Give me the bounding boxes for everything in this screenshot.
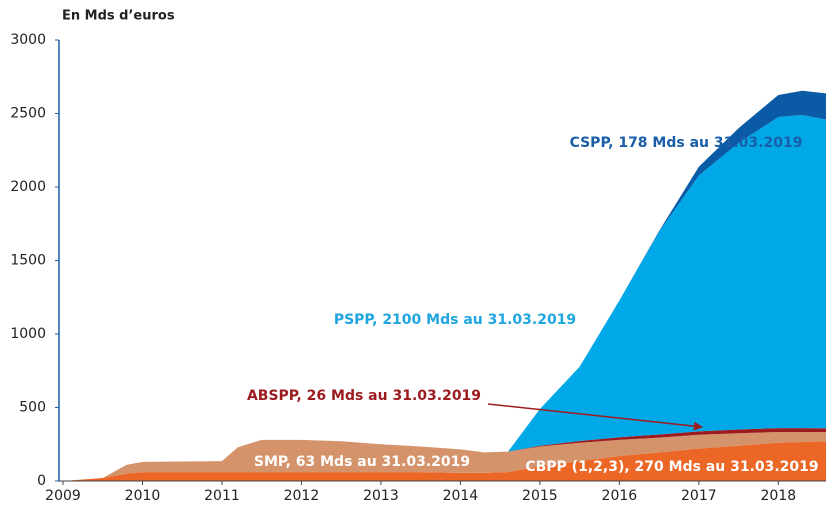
x-tick-label: 2013 xyxy=(363,488,399,504)
annotation: ABSPP, 26 Mds au 31.03.2019 xyxy=(247,388,481,404)
area xyxy=(63,114,826,481)
y-tick-label: 0 xyxy=(37,473,46,489)
annotation: CSPP, 178 Mds au 31.03.2019 xyxy=(570,135,803,151)
x-tick-label: 2018 xyxy=(760,488,796,504)
x-tick-label: 2010 xyxy=(125,488,161,504)
y-tick-label: 2000 xyxy=(10,179,46,195)
area xyxy=(63,90,826,481)
annotation-arrow xyxy=(487,403,703,431)
x-tick-label: 2009 xyxy=(45,488,81,504)
y-tick-label: 1500 xyxy=(10,253,46,269)
area xyxy=(63,432,826,481)
annotation: CBPP (1,2,3), 270 Mds au 31.03.2019 xyxy=(525,459,818,475)
y-tick-label: 2500 xyxy=(10,106,46,122)
x-tick-label: 2017 xyxy=(681,488,717,504)
annotation: SMP, 63 Mds au 31.03.2019 xyxy=(254,454,470,470)
x-tick-label: 2012 xyxy=(284,488,320,504)
x-tick-label: 2015 xyxy=(522,488,558,504)
annotation: PSPP, 2100 Mds au 31.03.2019 xyxy=(334,312,576,328)
x-tick-label: 2016 xyxy=(602,488,638,504)
area xyxy=(63,441,826,481)
y-tick-label: 500 xyxy=(19,400,46,416)
y-tick-label: 1000 xyxy=(10,326,46,342)
x-tick-label: 2014 xyxy=(443,488,479,504)
x-tick-label: 2011 xyxy=(204,488,240,504)
y-axis-label: En Mds d’euros xyxy=(62,9,175,24)
y-tick-label: 3000 xyxy=(10,32,46,48)
